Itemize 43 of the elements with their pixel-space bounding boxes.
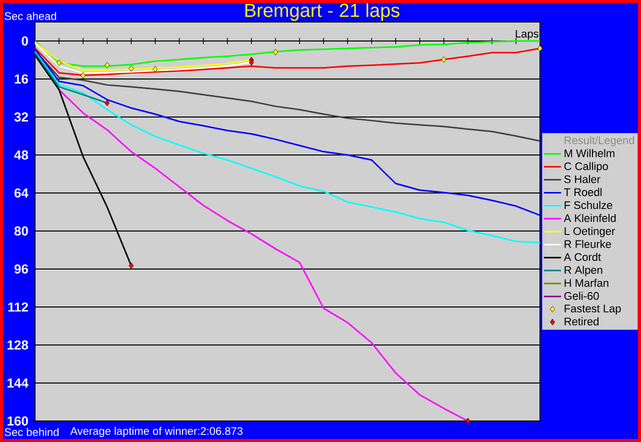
point — [273, 48, 278, 56]
point — [538, 45, 542, 52]
legend-label: Retired — [564, 317, 599, 326]
point — [80, 72, 86, 79]
legend-label: R Alpen — [564, 266, 602, 276]
y-tick-label: 160 — [8, 416, 28, 426]
legend-label: R Fleurke — [564, 240, 611, 248]
y-tick-label: 0 — [22, 36, 28, 46]
chart-title: Bremgart - 21 laps — [245, 3, 400, 21]
y-tick-label: 32 — [14, 112, 28, 122]
legend-label: T Roedl — [564, 188, 602, 196]
point — [56, 60, 62, 66]
y-tick-label: 144 — [8, 378, 28, 388]
point — [104, 62, 110, 68]
legend-label: A Kleinfeld — [564, 214, 616, 222]
y-tick-label: 80 — [14, 226, 28, 236]
legend-label: F Schulze — [564, 200, 612, 210]
point — [128, 262, 134, 269]
legend-label: L Oetinger — [564, 226, 615, 238]
y-tick-label: 96 — [14, 264, 28, 274]
x-axis-title: Laps — [516, 30, 538, 40]
point — [465, 418, 470, 424]
legend-label: H Marfan — [564, 278, 608, 287]
legend-label: Geli-60 — [564, 292, 599, 300]
legend-label: A Cordt — [564, 252, 601, 261]
y-tick-label: 112 — [8, 302, 28, 312]
y-tick-label: 16 — [14, 74, 28, 84]
text: Sec ahead — [4, 12, 56, 20]
text: Average laptime of winner:2:06.873 — [70, 426, 243, 438]
y-tick-label: 128 — [8, 340, 28, 350]
text: Sec behind — [4, 428, 59, 436]
y-tick-label: 48 — [14, 150, 28, 160]
legend-title: Result/Legend — [564, 136, 634, 146]
legend-label: C Callipo — [564, 162, 608, 172]
point — [128, 65, 134, 72]
point — [104, 100, 110, 106]
y-tick-label: 64 — [14, 188, 28, 198]
point — [152, 66, 158, 72]
legend-label: Fastest Lap — [564, 304, 621, 315]
legend-label: M Wilhelm — [564, 149, 614, 158]
point — [441, 56, 446, 63]
point — [248, 59, 254, 66]
legend-label: S Haler — [564, 175, 600, 184]
